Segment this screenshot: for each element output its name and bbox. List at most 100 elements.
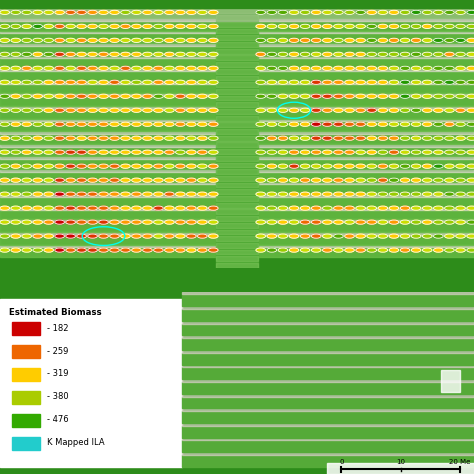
- Ellipse shape: [323, 66, 332, 70]
- Bar: [0, 21, 216, 30]
- Bar: [182, 353, 474, 365]
- Ellipse shape: [55, 38, 64, 42]
- Ellipse shape: [445, 53, 454, 56]
- Ellipse shape: [110, 137, 119, 140]
- Text: K Mapped ILA: K Mapped ILA: [47, 438, 105, 447]
- Ellipse shape: [345, 178, 354, 182]
- Ellipse shape: [209, 122, 218, 126]
- Ellipse shape: [434, 66, 443, 70]
- Ellipse shape: [110, 234, 119, 238]
- Ellipse shape: [434, 248, 443, 252]
- Ellipse shape: [22, 109, 31, 112]
- Bar: [216, 49, 258, 54]
- Ellipse shape: [434, 164, 443, 168]
- Ellipse shape: [187, 53, 196, 56]
- Ellipse shape: [401, 220, 410, 224]
- Ellipse shape: [434, 137, 443, 140]
- Ellipse shape: [323, 122, 332, 126]
- Bar: [182, 338, 474, 350]
- Ellipse shape: [88, 24, 97, 28]
- Ellipse shape: [290, 178, 299, 182]
- Ellipse shape: [411, 53, 420, 56]
- Ellipse shape: [389, 94, 399, 98]
- Bar: [12, 414, 40, 427]
- Ellipse shape: [165, 150, 174, 154]
- Ellipse shape: [290, 164, 299, 168]
- Ellipse shape: [110, 81, 119, 84]
- Ellipse shape: [132, 81, 141, 84]
- Ellipse shape: [301, 66, 310, 70]
- Bar: [0, 159, 216, 169]
- Bar: [258, 93, 474, 96]
- Ellipse shape: [0, 66, 9, 70]
- Ellipse shape: [55, 10, 64, 14]
- Ellipse shape: [0, 192, 9, 196]
- Ellipse shape: [423, 164, 432, 168]
- Bar: [182, 306, 474, 309]
- Ellipse shape: [389, 109, 399, 112]
- Ellipse shape: [198, 38, 207, 42]
- Ellipse shape: [356, 178, 365, 182]
- Ellipse shape: [11, 24, 20, 28]
- Ellipse shape: [33, 94, 42, 98]
- Ellipse shape: [143, 94, 152, 98]
- Ellipse shape: [301, 150, 310, 154]
- Ellipse shape: [389, 164, 399, 168]
- Ellipse shape: [278, 53, 287, 56]
- Ellipse shape: [176, 109, 185, 112]
- Ellipse shape: [110, 94, 119, 98]
- Ellipse shape: [99, 150, 108, 154]
- Bar: [182, 335, 474, 338]
- Ellipse shape: [434, 24, 443, 28]
- Ellipse shape: [88, 220, 97, 224]
- Ellipse shape: [165, 137, 174, 140]
- Ellipse shape: [187, 24, 196, 28]
- Ellipse shape: [165, 234, 174, 238]
- Ellipse shape: [143, 53, 152, 56]
- Ellipse shape: [290, 192, 299, 196]
- Ellipse shape: [256, 122, 265, 126]
- Ellipse shape: [389, 81, 399, 84]
- Ellipse shape: [154, 81, 163, 84]
- Ellipse shape: [312, 10, 321, 14]
- Bar: [0, 83, 216, 93]
- Bar: [216, 196, 258, 201]
- Ellipse shape: [467, 150, 474, 154]
- Bar: [216, 0, 258, 268]
- Ellipse shape: [367, 192, 376, 196]
- Ellipse shape: [467, 53, 474, 56]
- Ellipse shape: [445, 38, 454, 42]
- Ellipse shape: [165, 248, 174, 252]
- Bar: [216, 176, 258, 181]
- Ellipse shape: [187, 81, 196, 84]
- Ellipse shape: [301, 109, 310, 112]
- Ellipse shape: [367, 206, 376, 210]
- Ellipse shape: [55, 206, 64, 210]
- Ellipse shape: [66, 81, 75, 84]
- Ellipse shape: [356, 164, 365, 168]
- Ellipse shape: [334, 220, 343, 224]
- Ellipse shape: [77, 164, 86, 168]
- Ellipse shape: [423, 94, 432, 98]
- Ellipse shape: [121, 24, 130, 28]
- Ellipse shape: [378, 248, 387, 252]
- Ellipse shape: [389, 234, 399, 238]
- Ellipse shape: [33, 178, 42, 182]
- Ellipse shape: [198, 206, 207, 210]
- Ellipse shape: [323, 137, 332, 140]
- Ellipse shape: [110, 109, 119, 112]
- Ellipse shape: [121, 81, 130, 84]
- Ellipse shape: [456, 150, 465, 154]
- Bar: [0, 131, 216, 134]
- Ellipse shape: [143, 150, 152, 154]
- Ellipse shape: [187, 164, 196, 168]
- Ellipse shape: [323, 109, 332, 112]
- Bar: [216, 223, 258, 228]
- Ellipse shape: [411, 206, 420, 210]
- Bar: [216, 163, 258, 167]
- Ellipse shape: [165, 24, 174, 28]
- Bar: [258, 210, 474, 219]
- Ellipse shape: [110, 192, 119, 196]
- Ellipse shape: [33, 24, 42, 28]
- Bar: [258, 118, 474, 121]
